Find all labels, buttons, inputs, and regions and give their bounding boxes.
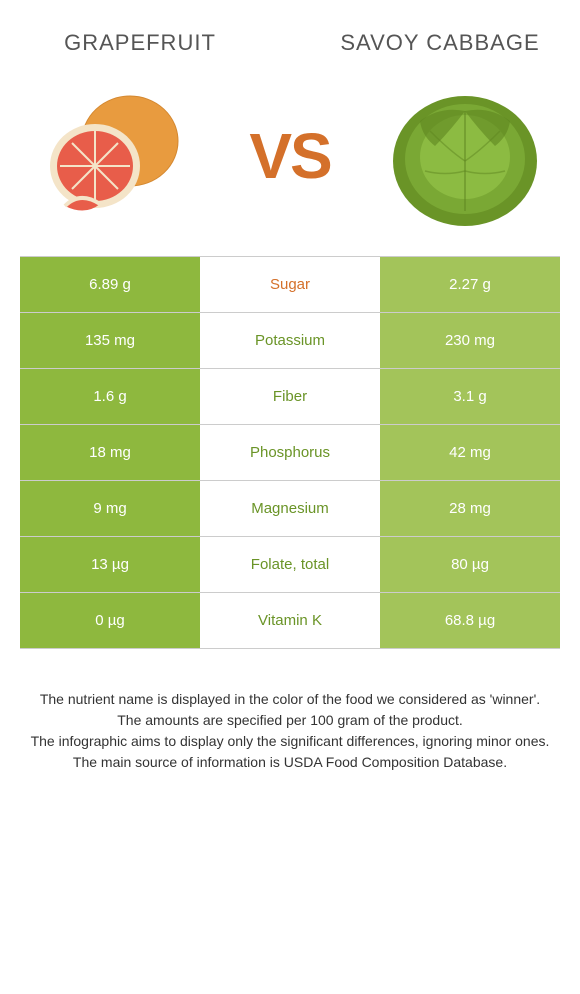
nutrient-label: Vitamin K <box>200 593 380 648</box>
right-value: 2.27 g <box>380 257 560 312</box>
grapefruit-icon <box>30 86 200 226</box>
left-value: 1.6 g <box>20 369 200 424</box>
nutrient-table: 6.89 gSugar2.27 g135 mgPotassium230 mg1.… <box>20 256 560 649</box>
footer-line-4: The main source of information is USDA F… <box>20 752 560 773</box>
left-food-title: Grapefruit <box>40 30 240 56</box>
footer-line-3: The infographic aims to display only the… <box>20 731 560 752</box>
left-value: 9 mg <box>20 481 200 536</box>
table-row: 9 mgMagnesium28 mg <box>20 481 560 537</box>
nutrient-label: Magnesium <box>200 481 380 536</box>
left-value: 135 mg <box>20 313 200 368</box>
right-value: 3.1 g <box>380 369 560 424</box>
right-food-title: Savoy cabbage <box>340 30 540 56</box>
right-value: 28 mg <box>380 481 560 536</box>
table-row: 18 mgPhosphorus42 mg <box>20 425 560 481</box>
right-value: 42 mg <box>380 425 560 480</box>
footer-line-1: The nutrient name is displayed in the co… <box>20 689 560 710</box>
nutrient-label: Phosphorus <box>200 425 380 480</box>
nutrient-label: Sugar <box>200 257 380 312</box>
header: Grapefruit Savoy cabbage <box>0 0 580 66</box>
right-value: 68.8 µg <box>380 593 560 648</box>
footer-notes: The nutrient name is displayed in the co… <box>0 649 580 773</box>
vs-label: VS <box>249 119 330 193</box>
cabbage-icon <box>380 86 550 226</box>
table-row: 13 µgFolate, total80 µg <box>20 537 560 593</box>
nutrient-label: Potassium <box>200 313 380 368</box>
footer-line-2: The amounts are specified per 100 gram o… <box>20 710 560 731</box>
right-value: 230 mg <box>380 313 560 368</box>
table-row: 135 mgPotassium230 mg <box>20 313 560 369</box>
table-row: 0 µgVitamin K68.8 µg <box>20 593 560 649</box>
left-value: 18 mg <box>20 425 200 480</box>
table-row: 1.6 gFiber3.1 g <box>20 369 560 425</box>
nutrient-label: Folate, total <box>200 537 380 592</box>
left-value: 6.89 g <box>20 257 200 312</box>
right-value: 80 µg <box>380 537 560 592</box>
nutrient-label: Fiber <box>200 369 380 424</box>
left-value: 13 µg <box>20 537 200 592</box>
table-row: 6.89 gSugar2.27 g <box>20 257 560 313</box>
images-row: VS <box>0 66 580 256</box>
left-value: 0 µg <box>20 593 200 648</box>
